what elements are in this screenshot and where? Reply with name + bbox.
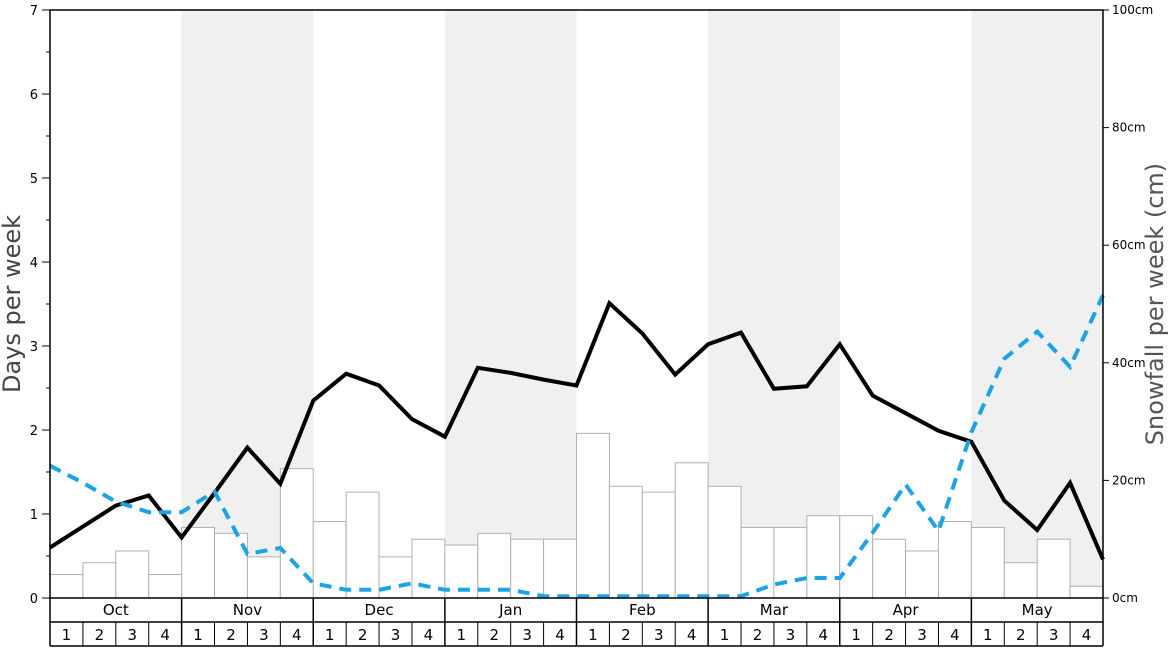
month-label-mar: Mar: [760, 601, 789, 619]
left-tick-label: 5: [30, 172, 38, 187]
week-label: 3: [917, 626, 927, 644]
bars-group: [49, 432, 1104, 599]
bar: [872, 538, 907, 599]
left-tick-label: 6: [30, 88, 38, 103]
bar: [1036, 538, 1071, 599]
week-label: 1: [720, 626, 730, 644]
week-label: 2: [95, 626, 105, 644]
month-label-feb: Feb: [629, 601, 656, 619]
bar: [641, 491, 676, 599]
week-label: 4: [424, 626, 434, 644]
right-tick-label: 20cm: [1112, 473, 1146, 487]
week-label: 3: [1049, 626, 1059, 644]
month-label-oct: Oct: [103, 601, 129, 619]
week-label: 3: [391, 626, 401, 644]
bar: [608, 485, 643, 599]
bar: [378, 556, 413, 599]
week-label: 3: [127, 626, 137, 644]
month-label-jan: Jan: [498, 601, 522, 619]
month-label-apr: Apr: [893, 601, 920, 619]
week-label: 2: [1016, 626, 1026, 644]
week-label: 3: [786, 626, 796, 644]
week-label: 1: [457, 626, 467, 644]
right-tick-label: 80cm: [1112, 121, 1146, 135]
week-label: 3: [522, 626, 532, 644]
bar: [806, 515, 841, 599]
lines-group: [48, 294, 1105, 599]
snowfall-line: [49, 294, 1105, 599]
bar: [773, 526, 808, 599]
bar: [543, 538, 577, 599]
week-label: 1: [325, 626, 335, 644]
month-bands: [181, 10, 1103, 598]
right-tick-label: 60cm: [1112, 238, 1146, 252]
week-label: 4: [292, 626, 302, 644]
month-label-may: May: [1022, 601, 1053, 619]
week-label: 2: [358, 626, 368, 644]
bar: [214, 532, 248, 599]
bar: [1069, 585, 1104, 599]
week-label: 4: [1082, 626, 1092, 644]
week-label: 4: [555, 626, 565, 644]
y-axis-title-left: Days per week: [0, 215, 26, 393]
week-label: 1: [851, 626, 861, 644]
week-label: 1: [193, 626, 203, 644]
bar: [181, 526, 216, 599]
bar: [246, 556, 281, 599]
bar: [937, 521, 972, 599]
week-label: 3: [654, 626, 664, 644]
left-tick-label: 1: [30, 508, 38, 523]
week-label: 2: [884, 626, 894, 644]
week-label: 2: [489, 626, 499, 644]
y-axis-title-right: Snowfall per week (cm): [1141, 163, 1168, 445]
left-tick-label: 3: [30, 340, 38, 355]
month-label-nov: Nov: [233, 601, 262, 619]
month-label-dec: Dec: [365, 601, 394, 619]
week-label: 1: [588, 626, 598, 644]
bar: [82, 562, 117, 599]
bar: [510, 538, 545, 599]
bar: [477, 532, 512, 599]
bar: [707, 485, 742, 599]
bar: [740, 526, 775, 599]
week-label: 2: [226, 626, 236, 644]
left-axis: 0 1 2 3 4 5 6 7: [30, 4, 50, 607]
bar: [1003, 562, 1038, 599]
week-label: 3: [259, 626, 269, 644]
right-axis: 0cm 20cm 40cm 60cm 80cm 100cm: [1103, 3, 1153, 605]
month-band-jan: [444, 10, 577, 598]
bar: [905, 550, 939, 599]
right-tick-label: 0cm: [1112, 591, 1138, 605]
left-tick-label: 2: [30, 424, 38, 439]
week-label: 2: [621, 626, 631, 644]
bar: [115, 550, 150, 599]
right-tick-label: 100cm: [1112, 3, 1153, 17]
left-tick-label: 4: [30, 256, 38, 271]
week-label: 1: [62, 626, 72, 644]
week-label: 2: [753, 626, 763, 644]
bar: [674, 462, 709, 599]
left-tick-label: 0: [30, 592, 38, 607]
bar: [148, 573, 183, 599]
days-line: [48, 299, 1105, 561]
right-tick-label: 40cm: [1112, 356, 1146, 370]
bar: [49, 573, 84, 599]
week-label: 4: [160, 626, 170, 644]
week-label: 4: [950, 626, 960, 644]
week-label: 4: [819, 626, 829, 644]
bar: [970, 526, 1005, 599]
week-label: 4: [687, 626, 697, 644]
left-tick-label: 7: [30, 4, 38, 19]
month-week-table: Oct 1 2 3 4 Nov 1 2 3 4 Dec 1 2 3 4 Jan 1 2 3 4 Feb 1 2 3 4 Mar 1 2…: [49, 598, 1104, 647]
month-band-may: [971, 10, 1103, 598]
bar: [576, 432, 610, 599]
week-label: 1: [983, 626, 993, 644]
bar: [345, 491, 380, 599]
